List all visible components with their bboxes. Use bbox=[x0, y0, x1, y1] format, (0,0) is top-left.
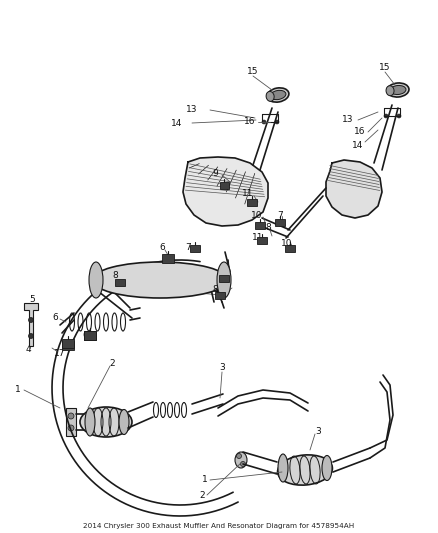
Text: 12: 12 bbox=[214, 292, 226, 301]
Ellipse shape bbox=[266, 92, 274, 101]
Circle shape bbox=[262, 120, 266, 124]
Text: 1: 1 bbox=[202, 475, 208, 484]
Ellipse shape bbox=[278, 454, 288, 482]
Circle shape bbox=[275, 120, 279, 124]
Circle shape bbox=[384, 114, 388, 118]
Text: 9: 9 bbox=[212, 168, 218, 177]
Polygon shape bbox=[257, 237, 267, 244]
Ellipse shape bbox=[387, 83, 409, 97]
Text: 8: 8 bbox=[212, 286, 218, 295]
Polygon shape bbox=[24, 303, 38, 346]
Polygon shape bbox=[162, 254, 174, 262]
Circle shape bbox=[237, 454, 241, 458]
Text: 6: 6 bbox=[159, 244, 165, 253]
Text: 5: 5 bbox=[29, 295, 35, 304]
Text: 6: 6 bbox=[52, 313, 58, 322]
Polygon shape bbox=[66, 408, 76, 436]
Circle shape bbox=[397, 114, 401, 118]
Text: 1: 1 bbox=[15, 385, 21, 394]
Text: 14: 14 bbox=[352, 141, 364, 149]
Polygon shape bbox=[62, 341, 74, 350]
Ellipse shape bbox=[270, 91, 286, 100]
Polygon shape bbox=[326, 160, 382, 218]
Ellipse shape bbox=[85, 408, 95, 436]
Ellipse shape bbox=[267, 88, 289, 102]
Polygon shape bbox=[219, 274, 229, 281]
Circle shape bbox=[68, 425, 74, 431]
Ellipse shape bbox=[217, 262, 231, 298]
Text: 7: 7 bbox=[277, 211, 283, 220]
Text: 17: 17 bbox=[54, 350, 66, 359]
Circle shape bbox=[28, 334, 33, 338]
Text: 10: 10 bbox=[281, 238, 293, 247]
Text: 2: 2 bbox=[199, 491, 205, 500]
Text: 3: 3 bbox=[315, 427, 321, 437]
Polygon shape bbox=[62, 338, 74, 348]
Polygon shape bbox=[190, 245, 200, 252]
Text: 4: 4 bbox=[25, 345, 31, 354]
Ellipse shape bbox=[119, 409, 129, 434]
Text: 3: 3 bbox=[219, 364, 225, 373]
Text: 8: 8 bbox=[265, 223, 271, 232]
Text: 16: 16 bbox=[244, 117, 256, 126]
Text: 13: 13 bbox=[342, 116, 354, 125]
Polygon shape bbox=[285, 245, 295, 252]
Polygon shape bbox=[215, 292, 225, 298]
Text: 16: 16 bbox=[354, 127, 366, 136]
Polygon shape bbox=[255, 222, 265, 229]
Ellipse shape bbox=[92, 262, 228, 298]
Polygon shape bbox=[183, 157, 268, 226]
Circle shape bbox=[68, 413, 74, 419]
Ellipse shape bbox=[390, 85, 406, 94]
Ellipse shape bbox=[278, 455, 332, 485]
Circle shape bbox=[240, 462, 246, 466]
Circle shape bbox=[28, 318, 33, 322]
Ellipse shape bbox=[386, 86, 394, 96]
Text: 2014 Chrysler 300 Exhaust Muffler And Resonator Diagram for 4578954AH: 2014 Chrysler 300 Exhaust Muffler And Re… bbox=[83, 523, 355, 529]
Text: 11: 11 bbox=[242, 189, 254, 198]
Polygon shape bbox=[219, 182, 229, 189]
Text: 14: 14 bbox=[171, 118, 183, 127]
Polygon shape bbox=[115, 279, 125, 286]
Text: 15: 15 bbox=[379, 63, 391, 72]
Polygon shape bbox=[247, 198, 257, 206]
Text: 8: 8 bbox=[112, 271, 118, 279]
Ellipse shape bbox=[80, 407, 132, 437]
Polygon shape bbox=[275, 219, 285, 225]
Text: 11: 11 bbox=[252, 232, 264, 241]
Text: 6: 6 bbox=[82, 330, 88, 340]
Polygon shape bbox=[84, 330, 96, 340]
Text: 13: 13 bbox=[186, 106, 198, 115]
Text: 7: 7 bbox=[185, 244, 191, 253]
Ellipse shape bbox=[235, 452, 247, 468]
Text: 15: 15 bbox=[247, 68, 259, 77]
Polygon shape bbox=[84, 330, 96, 340]
Ellipse shape bbox=[89, 262, 103, 298]
Text: 2: 2 bbox=[109, 359, 115, 367]
Ellipse shape bbox=[322, 456, 332, 481]
Text: 10: 10 bbox=[251, 211, 263, 220]
